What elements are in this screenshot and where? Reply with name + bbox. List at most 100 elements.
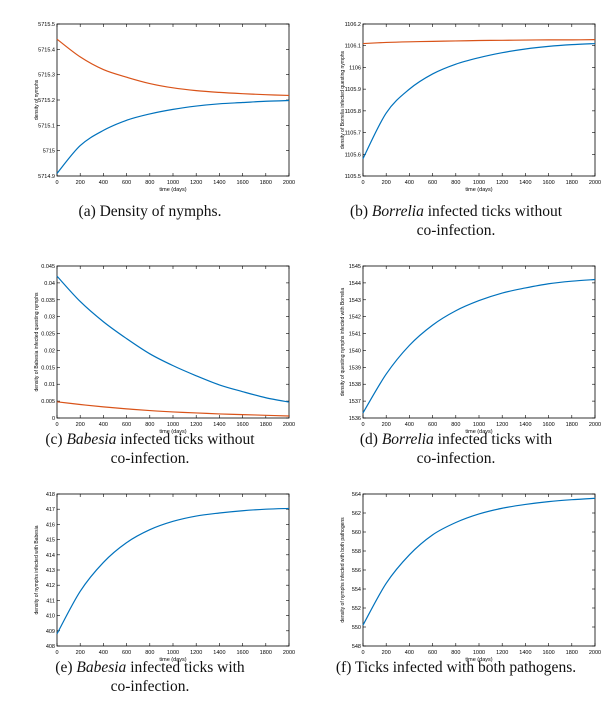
y-tick-label: 548 [352,644,361,650]
x-tick-label: 400 [99,422,108,428]
chart-caption: (e) Babesia infected ticks with co-infect… [0,658,300,696]
x-axis-label: time (days) [465,187,492,193]
x-tick-label: 1000 [167,422,179,428]
x-tick-label: 1600 [542,650,554,656]
caption-italic: Babesia [66,431,117,448]
y-tick-label: 408 [46,644,55,650]
y-tick-label: 1543 [349,298,361,304]
y-tick-label: 412 [46,583,55,589]
x-tick-label: 1400 [519,180,531,186]
y-tick-label: 5714.9 [38,174,55,180]
chart-caption: (a) Density of nymphs. [0,202,300,221]
x-tick-label: 800 [145,650,154,656]
y-tick-label: 1545 [349,264,361,270]
x-tick-label: 1000 [473,650,485,656]
y-tick-label: 558 [352,549,361,555]
caption-suffix: infected ticks with [126,659,245,676]
caption-italic: Borrelia [381,431,434,448]
x-tick-label: 600 [428,180,437,186]
x-tick-label: 200 [382,422,391,428]
caption-line-2: co-infection. [416,222,496,239]
x-tick-label: 2000 [589,650,601,656]
caption-suffix: infected ticks with [433,431,553,448]
caption-line-1: (d) Borrelia infected ticks with [306,430,606,449]
x-tick-label: 1400 [213,650,225,656]
x-tick-label: 800 [451,422,460,428]
caption-prefix: (c) [45,431,67,448]
caption-prefix: (b) [349,203,372,220]
x-tick-label: 0 [55,180,58,186]
caption-line-2: co-infection. [110,678,190,695]
x-tick-label: 400 [99,180,108,186]
axes-frame [56,493,290,647]
y-tick-label: 564 [352,492,361,498]
series-line-0 [362,497,596,626]
y-tick-label: 1106.2 [345,22,361,28]
y-tick-label: 410 [46,614,55,620]
y-tick-label: 5715 [43,149,55,155]
chart-caption: (c) Babesia infected ticks without co-inf… [0,430,300,468]
x-tick-label: 600 [428,422,437,428]
x-tick-label: 1000 [473,180,485,186]
y-tick-label: 0.01 [44,382,55,388]
x-tick-label: 1200 [190,422,202,428]
x-tick-label: 1200 [496,650,508,656]
x-tick-label: 1600 [542,422,554,428]
x-tick-label: 800 [451,650,460,656]
x-tick-label: 1200 [190,180,202,186]
caption-italic: Borrelia [371,203,424,220]
caption-prefix: (e) [55,659,77,676]
y-tick-label: 411 [46,598,55,604]
x-tick-label: 1800 [566,650,578,656]
caption-line-1: (f) Ticks infected with both pathogens. [306,658,606,677]
y-tick-label: 5715.5 [38,22,55,28]
series-line-0 [362,39,596,45]
chart-svg: 0 200 400 600 800 1000 1200 1400 1600 1800 2000 153… [340,264,601,435]
caption-line-1: (a) Density of nymphs. [0,202,300,221]
caption-suffix: infected ticks without [423,203,563,220]
chart-svg: 0 200 400 600 800 1000 1200 1400 1600 1800 2000 110… [340,22,601,193]
axes-frame [362,493,596,647]
y-axis-label: density of nymphs infected with both pat… [340,517,346,623]
x-tick-label: 400 [405,650,414,656]
chart-caption: (b) Borrelia infected ticks without co-in… [306,202,606,240]
x-tick-label: 600 [122,650,131,656]
y-tick-label: 0.02 [44,348,55,354]
caption-suffix: infected ticks without [116,431,255,448]
chart-svg: 0 200 400 600 800 1000 1200 1400 1600 1800 2000 0 0.… [34,264,295,435]
chart-panel: 0 200 400 600 800 1000 1200 1400 1600 1800 2000 408… [0,470,300,701]
y-tick-label: 0.03 [44,315,55,321]
y-tick-label: 1105.8 [345,109,361,115]
y-tick-label: 0.015 [41,365,55,371]
x-tick-label: 0 [55,422,58,428]
x-tick-label: 0 [361,180,364,186]
x-tick-label: 2000 [589,422,601,428]
y-tick-label: 414 [46,553,55,559]
x-axis-label: time (days) [465,657,492,663]
chart-panel: 0 200 400 600 800 1000 1200 1400 1600 1800 2000 548… [306,470,606,701]
caption-line-1: (b) Borrelia infected ticks without [306,202,606,221]
caption-italic: Babesia [76,659,127,676]
y-tick-label: 554 [352,587,361,593]
y-tick-label: 0 [52,416,55,422]
x-tick-label: 2000 [283,422,295,428]
x-tick-label: 1800 [260,650,272,656]
caption-prefix: (a) Density of nymphs. [78,203,222,220]
x-tick-label: 0 [361,422,364,428]
x-tick-label: 1200 [496,180,508,186]
series-line-1 [362,42,596,159]
y-tick-label: 5715.4 [38,47,55,53]
x-tick-label: 200 [76,650,85,656]
x-axis-label: time (days) [159,429,186,435]
y-tick-label: 0.04 [44,281,55,287]
x-tick-label: 1200 [496,422,508,428]
x-tick-label: 200 [382,180,391,186]
chart-panel: 0 200 400 600 800 1000 1200 1400 1600 1800 2000 153… [306,242,606,473]
caption-prefix: (d) [359,431,382,448]
y-tick-label: 0.005 [41,399,55,405]
x-axis-label: time (days) [159,657,186,663]
y-axis-label: density of Babesia infected questing nym… [34,292,40,391]
y-tick-label: 0.035 [41,298,55,304]
x-axis-label: time (days) [465,429,492,435]
y-tick-label: 0.025 [41,332,55,338]
